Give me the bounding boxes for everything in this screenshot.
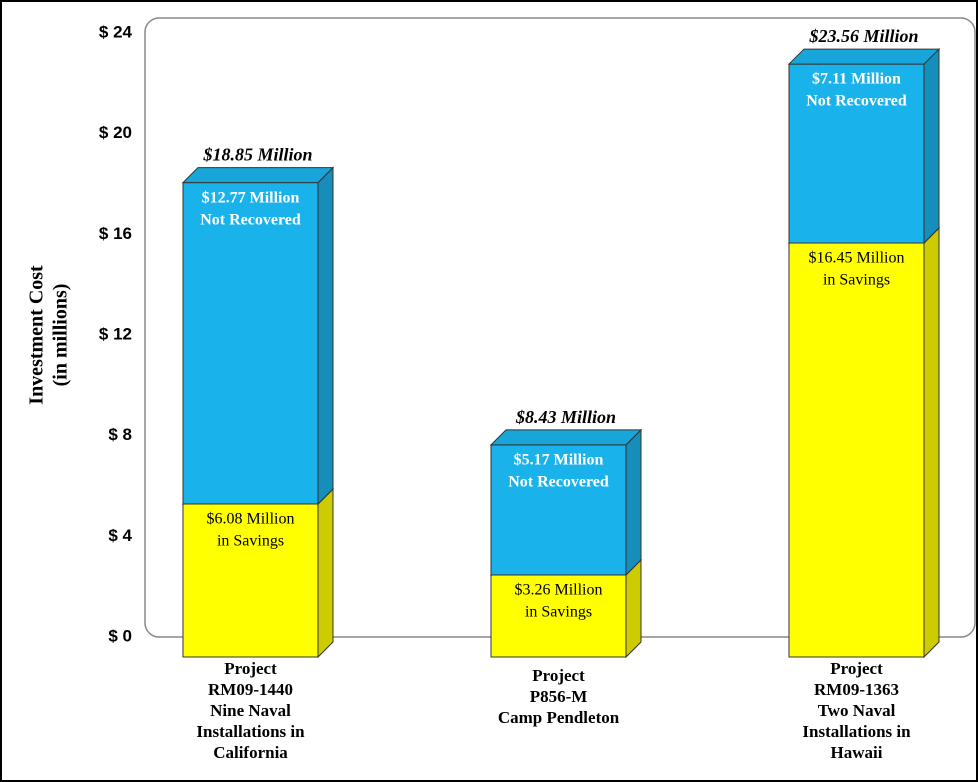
y-tick-label: $ 0 [108,626,132,645]
x-tick-label: Hawaii [831,743,883,762]
value-label: $6.08 Million [206,511,294,528]
value-label: $3.26 Million [514,582,602,599]
x-tick-label: P856-M [530,687,588,706]
x-tick-label: California [213,743,288,762]
value-label: Not Recovered [200,211,301,228]
value-label: in Savings [217,533,284,550]
value-label: $7.11 Million [812,71,901,88]
value-label: Not Recovered [508,474,609,491]
y-tick-label: $ 16 [99,224,132,243]
bar-segment [490,574,627,658]
x-tick-label: Project [224,659,277,678]
bar-side [923,47,940,245]
bar-segment [490,444,627,576]
bar-side [317,166,334,506]
x-tick-label: Project [830,659,883,678]
total-label: $18.85 Million [202,145,312,165]
x-tick-label: Project [532,666,585,685]
x-tick-label: RM09-1363 [814,680,899,699]
bar-top [787,48,941,65]
bar-side [923,226,940,659]
y-axis-label: (in millions) [50,284,72,387]
x-tick-label: Camp Pendleton [498,708,620,727]
bar-top [181,167,335,184]
x-tick-label: RM09-1440 [208,680,293,699]
y-tick-label: $ 12 [99,324,132,343]
y-axis-label: Investment Cost [26,265,48,405]
y-tick-label: $ 8 [108,425,132,444]
value-label: $5.17 Million [514,452,604,469]
value-label: in Savings [525,604,592,621]
bar-top [489,429,643,446]
value-label: in Savings [823,272,890,289]
bar-side [317,487,334,659]
x-tick-label: Two Naval [818,701,896,720]
y-tick-label: $ 20 [99,123,132,142]
y-tick-label: $ 24 [99,22,133,41]
x-tick-label: Installations in [802,722,911,741]
bar-segment [788,242,925,658]
bar-segment [788,63,925,244]
total-label: $23.56 Million [808,26,918,46]
value-label: $16.45 Million [808,250,904,267]
x-tick-label: Nine Naval [210,701,291,720]
value-label: Not Recovered [806,93,907,110]
total-label: $8.43 Million [515,407,616,427]
bar-segment [182,182,319,505]
x-tick-label: Installations in [196,722,305,741]
value-label: $12.77 Million [202,189,300,206]
bar-side [625,558,642,659]
bar-side [625,428,642,577]
y-tick-label: $ 4 [108,526,132,545]
